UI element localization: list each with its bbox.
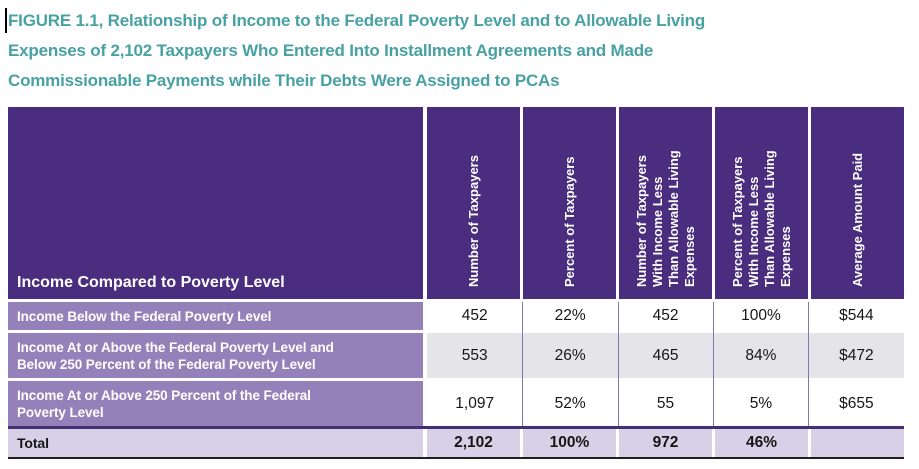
column-header-label: Average Amount Paid (850, 152, 865, 287)
header-gap (423, 107, 427, 299)
figure-title-line-2: Expenses of 2,102 Taxpayers Who Entered … (8, 41, 654, 60)
cell-percent-of-taxpayers: 52% (522, 381, 618, 426)
cell-number-income-less: 452 (617, 302, 714, 330)
total-percent-of-taxpayers: 100% (520, 429, 616, 457)
cell-percent-income-less: 84% (713, 333, 809, 378)
cell-number-income-less: 465 (617, 333, 714, 378)
total-number-income-less: 972 (616, 429, 712, 457)
cell-percent-income-less: 100% (713, 302, 809, 330)
row-label: Income At or Above 250 Percent of the Fe… (8, 381, 423, 426)
cell-percent-of-taxpayers: 26% (522, 333, 618, 378)
cell-number-income-less: 55 (617, 381, 714, 426)
row-gap (423, 302, 427, 330)
cell-average-amount-paid: $472 (808, 333, 905, 378)
figure-title-line-1: FIGURE 1.1, Relationship of Income to th… (8, 11, 706, 30)
poverty-level-table: Income Compared to Poverty Level Number … (8, 107, 905, 459)
row-gap (423, 429, 427, 457)
total-row: Total 2,102 100% 972 46% (8, 429, 904, 457)
total-number-of-taxpayers: 2,102 (427, 429, 520, 457)
column-header-number-income-less-than-ale: Number of Taxpayers With Income Less Tha… (616, 107, 712, 299)
figure-title: FIGURE 1.1, Relationship of Income to th… (8, 6, 908, 96)
row-gap (423, 381, 427, 426)
column-header-number-of-taxpayers: Number of Taxpayers (427, 107, 520, 299)
table-row: Income Below the Federal Poverty Level 4… (8, 302, 905, 330)
cell-percent-income-less: 5% (713, 381, 809, 426)
cell-number-of-taxpayers: 452 (427, 302, 523, 330)
cell-number-of-taxpayers: 553 (427, 333, 523, 378)
total-label: Total (8, 429, 423, 457)
row-separator (8, 378, 904, 381)
table-row: Income At or Above 250 Percent of the Fe… (8, 381, 905, 426)
column-divider (522, 302, 523, 426)
total-row-top-divider (8, 426, 904, 429)
table-body: Income Below the Federal Poverty Level 4… (8, 302, 905, 426)
row-separator (8, 330, 904, 333)
cell-number-of-taxpayers: 1,097 (427, 381, 523, 426)
column-divider (618, 302, 619, 426)
cell-percent-of-taxpayers: 22% (522, 302, 618, 330)
column-header-average-amount-paid: Average Amount Paid (808, 107, 904, 299)
column-header-label: Percent of Taxpayers (562, 156, 577, 287)
row-gap (423, 333, 427, 378)
figure-title-line-3: Commissionable Payments while Their Debt… (8, 71, 560, 90)
column-header-label: Number of Taxpayers With Income Less Tha… (634, 150, 697, 287)
column-header-label: Number of Taxpayers (466, 155, 481, 287)
column-divider (713, 302, 714, 426)
row-header-label: Income Compared to Poverty Level (8, 107, 423, 299)
column-divider (808, 302, 809, 426)
column-header-label: Percent of Taxpayers With Income Less Th… (730, 150, 793, 287)
row-label: Income Below the Federal Poverty Level (8, 302, 423, 330)
text-cursor-artifact (5, 8, 7, 33)
column-header-percent-of-taxpayers: Percent of Taxpayers (520, 107, 616, 299)
column-header-percent-income-less-than-ale: Percent of Taxpayers With Income Less Th… (712, 107, 808, 299)
table-bottom-border (8, 457, 904, 459)
row-label: Income At or Above the Federal Poverty L… (8, 333, 423, 378)
table-row: Income At or Above the Federal Poverty L… (8, 333, 905, 378)
total-average-amount-paid (808, 429, 904, 457)
total-percent-income-less: 46% (712, 429, 808, 457)
row-separator (8, 299, 904, 302)
cell-average-amount-paid: $544 (808, 302, 905, 330)
table-header-row: Income Compared to Poverty Level Number … (8, 107, 904, 299)
cell-average-amount-paid: $655 (808, 381, 905, 426)
